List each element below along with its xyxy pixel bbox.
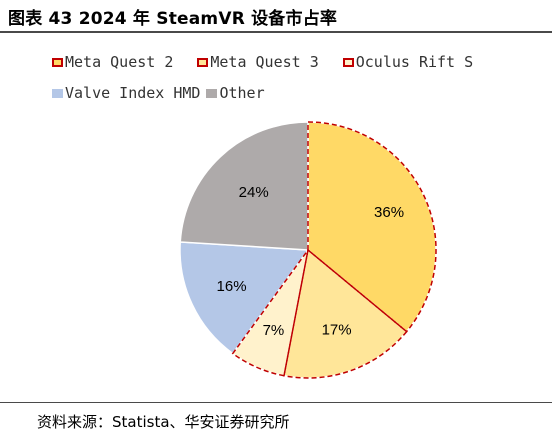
legend-label: Valve Index HMD xyxy=(65,84,201,102)
pie-slice-valve-index-hmd xyxy=(179,241,310,355)
source-note: 资料来源：Statista、华安证券研究所 xyxy=(37,413,290,431)
legend-item-valve-index-hmd: Valve Index HMD xyxy=(52,84,200,102)
legend-swatch xyxy=(52,57,63,67)
legend-swatch xyxy=(52,88,63,98)
chart-legend: Meta Quest 2 Meta Quest 3 Oculus Rift S … xyxy=(52,52,532,114)
legend-item-other: Other xyxy=(206,84,265,102)
pie-slice-other xyxy=(179,121,309,251)
legend-row-2: Valve Index HMD Other xyxy=(52,83,532,103)
source-divider xyxy=(0,402,552,403)
pie-slice-outline-meta-quest-2 xyxy=(307,121,437,333)
legend-label: Oculus Rift S xyxy=(355,53,474,71)
pie-data-label: 24% xyxy=(239,184,269,201)
legend-label: Meta Quest 2 xyxy=(65,53,174,71)
legend-row-1: Meta Quest 2 Meta Quest 3 Oculus Rift S xyxy=(52,52,532,72)
legend-label: Meta Quest 3 xyxy=(210,53,319,71)
pie-data-label: 36% xyxy=(374,204,404,221)
pie-data-label: 16% xyxy=(217,278,247,295)
title-divider xyxy=(0,31,552,33)
legend-swatch xyxy=(206,88,218,98)
chart-title: 图表 43 2024 年 SteamVR 设备市占率 xyxy=(8,9,338,29)
legend-swatch xyxy=(197,57,209,67)
pie-data-label: 17% xyxy=(322,321,352,338)
pie-data-label: 7% xyxy=(263,322,285,339)
legend-item-meta-quest-3: Meta Quest 3 xyxy=(197,53,319,71)
pie-slice-outline-oculus-rift-s xyxy=(231,249,309,377)
legend-swatch xyxy=(342,57,354,67)
legend-item-oculus-rift-s: Oculus Rift S xyxy=(342,53,474,71)
legend-label: Other xyxy=(219,84,265,102)
legend-item-meta-quest-2: Meta Quest 2 xyxy=(52,53,173,71)
pie-slice-outline-meta-quest-3 xyxy=(283,248,408,379)
